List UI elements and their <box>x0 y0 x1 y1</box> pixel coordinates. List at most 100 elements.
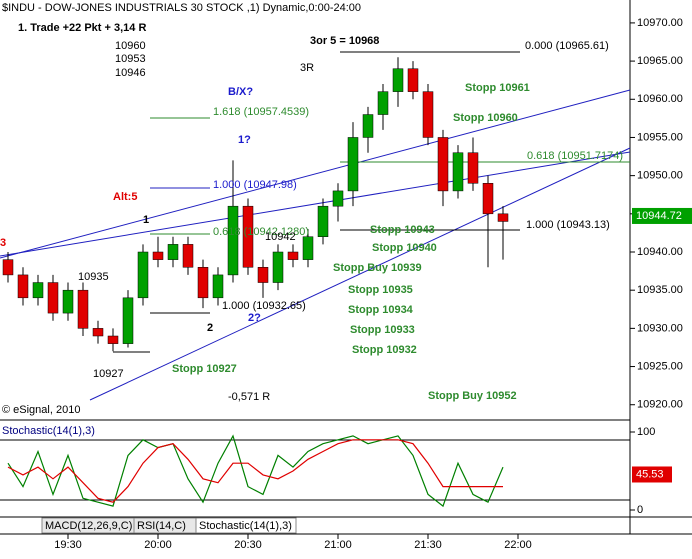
candle-body <box>62 289 74 314</box>
last-value-label: 45.53 <box>636 468 664 480</box>
trendline <box>0 151 631 257</box>
y-tick-label: 10960.00 <box>637 93 683 105</box>
candle-body <box>497 213 509 222</box>
annotation: 10953 <box>115 53 146 65</box>
annotation: Stopp 10934 <box>348 304 414 316</box>
candle-body <box>227 205 239 276</box>
annotation: 10960 <box>115 40 146 52</box>
y-tick-label: 10955.00 <box>637 131 683 143</box>
y-tick-label: 0 <box>637 504 643 516</box>
candle-body <box>272 251 284 283</box>
annotation: 1 <box>143 214 149 226</box>
candle-body <box>332 190 344 207</box>
annotation: 1.618 (10957.4539) <box>213 106 309 118</box>
chart-title: $INDU - DOW-JONES INDUSTRIALS 30 STOCK ,… <box>2 2 361 14</box>
y-tick-label: 10935.00 <box>637 284 683 296</box>
trendline <box>89 147 631 401</box>
candle-body <box>182 244 194 268</box>
candle-body <box>212 274 224 299</box>
last-value-box <box>632 466 672 483</box>
stoch-line <box>7 434 504 508</box>
trendline <box>0 89 631 259</box>
annotation: Stopp 10960 <box>453 112 518 124</box>
candle-body <box>467 152 479 184</box>
y-tick-label: 10940.00 <box>637 246 683 258</box>
candle-body <box>377 91 389 115</box>
x-tick-label: 21:30 <box>414 539 442 551</box>
tab[interactable] <box>195 517 297 534</box>
candle-body <box>122 297 134 344</box>
stoch-line <box>7 439 503 503</box>
candle-body <box>362 114 374 138</box>
y-tick-label: 10930.00 <box>637 322 683 334</box>
annotation: Stopp 10943 <box>370 224 435 236</box>
annotation: 10927 <box>93 368 124 380</box>
annotation: 10935 <box>78 271 109 283</box>
x-tick-label: 19:30 <box>54 539 82 551</box>
annotation: 0.000 (10965.61) <box>525 40 609 52</box>
candle-body <box>47 282 59 314</box>
candle-body <box>257 267 269 283</box>
annotation: 2 <box>207 322 213 334</box>
candle-body <box>152 251 164 260</box>
tab-label[interactable]: RSI(14,C) <box>137 520 186 532</box>
candle-body <box>302 236 314 260</box>
last-price-label: 10944.72 <box>636 210 682 222</box>
annotation: Stopp 10935 <box>348 284 413 296</box>
candle-body <box>197 267 209 299</box>
candle-body <box>407 68 419 92</box>
y-tick-label: 100 <box>637 426 655 438</box>
candle-body <box>392 68 404 92</box>
annotation: 10946 <box>115 67 146 79</box>
annotation: Stopp 10940 <box>372 242 437 254</box>
candle-body <box>452 152 464 192</box>
y-tick-label: 10965.00 <box>637 55 683 67</box>
candle-body <box>317 205 329 237</box>
candle-body <box>287 251 299 260</box>
candle-body <box>107 335 119 344</box>
x-tick-label: 20:30 <box>234 539 262 551</box>
annotation: Stopp Buy 10952 <box>428 390 517 402</box>
x-tick-label: 21:00 <box>324 539 352 551</box>
annotation: 3R <box>300 62 314 74</box>
candle-body <box>482 183 494 215</box>
annotation: 2? <box>248 312 261 324</box>
candle-body <box>167 244 179 260</box>
copyright: © eSignal, 2010 <box>2 404 80 416</box>
candle-body <box>2 259 14 276</box>
last-price-box <box>632 207 692 224</box>
y-tick-label: 10925.00 <box>637 360 683 372</box>
candle-body <box>137 251 149 299</box>
x-tick-label: 22:00 <box>504 539 532 551</box>
candle-body <box>17 274 29 299</box>
panel-title: Stochastic(14(1),3) <box>2 425 95 437</box>
annotation: 1.000 (10932.65) <box>222 300 306 312</box>
annotation: -0,571 R <box>228 391 270 403</box>
y-tick-label: 10970.00 <box>637 17 683 29</box>
annotation: 1? <box>238 134 251 146</box>
candle-body <box>422 91 434 138</box>
annotation: Alt:5 <box>113 191 137 203</box>
annotation: 0.618 (10942.1280) <box>213 226 309 238</box>
annotation: 3 <box>0 237 6 249</box>
annotation: Stopp 10932 <box>352 344 417 356</box>
annotation: 10942 <box>265 231 296 243</box>
annotation: Stopp 10933 <box>350 324 415 336</box>
tab-label[interactable]: Stochastic(14(1),3) <box>199 520 292 532</box>
tab-label[interactable]: MACD(12,26,9,C) <box>45 520 132 532</box>
candle-body <box>32 282 44 299</box>
candle-body <box>77 289 89 329</box>
annotation: 1.000 (10943.13) <box>526 219 610 231</box>
annotation: Stopp 10927 <box>172 363 237 375</box>
annotation: Stopp Buy 10939 <box>333 262 422 274</box>
annotation: B/X? <box>228 86 253 98</box>
candle-body <box>242 205 254 268</box>
annotation: 0.618 (10951.7174) <box>527 150 623 162</box>
annotation: Stopp 10961 <box>465 82 530 94</box>
y-tick-label: 10920.00 <box>637 399 683 411</box>
annotation: 1. Trade +22 Pkt + 3,14 R <box>18 22 146 34</box>
candle-body <box>437 137 449 192</box>
annotation: 1.000 (10947.98) <box>213 179 297 191</box>
